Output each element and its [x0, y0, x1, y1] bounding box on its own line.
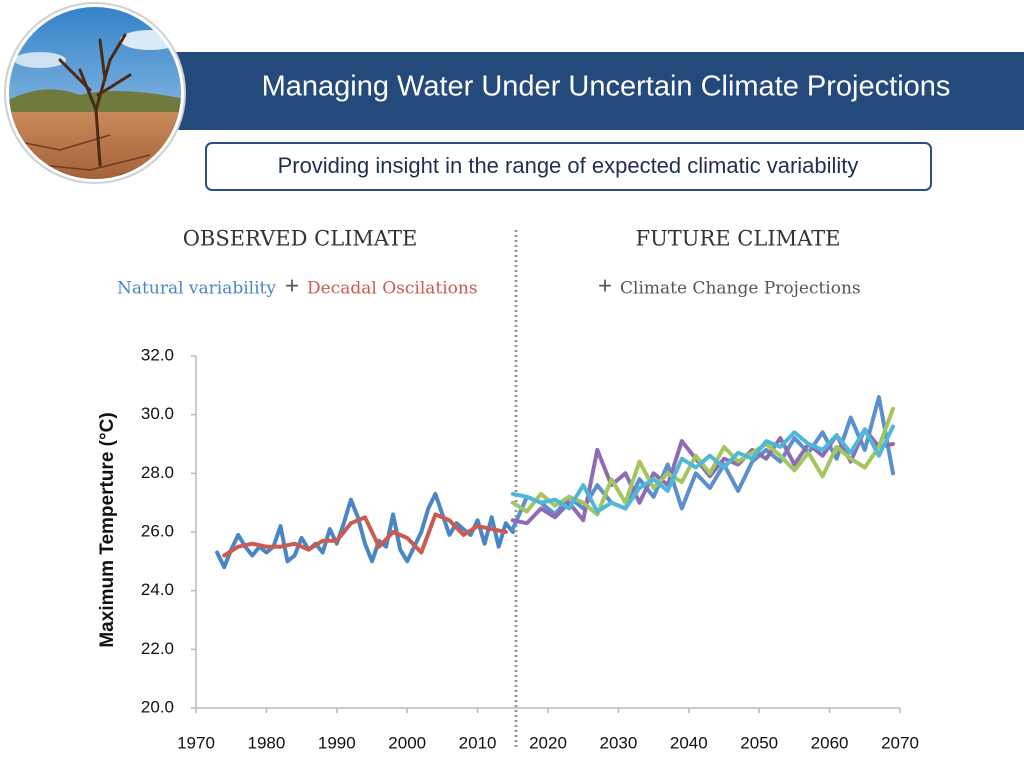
y-tick-label: 24.0	[141, 580, 174, 599]
x-tick-label: 2000	[388, 733, 426, 752]
legend-entry: Decadal Oscilations	[307, 279, 478, 299]
legend-joiner: +	[598, 272, 612, 299]
y-axis-label: Maximum Temperture (°C)	[97, 412, 118, 647]
legend-joiner: +	[285, 272, 299, 299]
y-tick-label: 26.0	[141, 521, 174, 540]
y-tick-label: 22.0	[141, 639, 174, 658]
x-tick-label: 2020	[529, 733, 567, 752]
section-heading: FUTURE CLIMATE	[636, 227, 841, 251]
x-tick-label: 1970	[177, 733, 215, 752]
subtitle-box	[205, 142, 932, 191]
x-tick-label: 1990	[318, 733, 356, 752]
section-heading: OBSERVED CLIMATE	[183, 227, 418, 251]
y-tick-label: 20.0	[141, 697, 174, 716]
x-tick-label: 1980	[247, 733, 285, 752]
x-tick-label: 2030	[599, 733, 637, 752]
x-tick-label: 2040	[670, 733, 708, 752]
y-tick-label: 32.0	[141, 345, 174, 364]
subtitle: Providing insight in the range of expect…	[278, 153, 859, 178]
series-line	[215, 491, 515, 570]
series-line	[510, 424, 895, 514]
plot-area: 20.0 22.0 24.0 26.0 28.0 30.0 32.0 1970 1980 1990…	[141, 345, 919, 752]
header-photo	[4, 2, 186, 184]
slide-title: Managing Water Under Uncertain Climate P…	[262, 71, 951, 103]
y-tick-label: 30.0	[141, 404, 174, 423]
x-tick-label: 2060	[811, 733, 849, 752]
y-tick-label: 28.0	[141, 463, 174, 482]
x-tick-label: 2070	[881, 733, 919, 752]
x-tick-label: 2010	[459, 733, 497, 752]
legend-entry: Natural variability	[117, 279, 276, 299]
header-band	[150, 52, 1024, 130]
x-tick-label: 2050	[740, 733, 778, 752]
projection-label: Climate Change Projections	[620, 279, 861, 299]
series-line	[222, 512, 508, 558]
